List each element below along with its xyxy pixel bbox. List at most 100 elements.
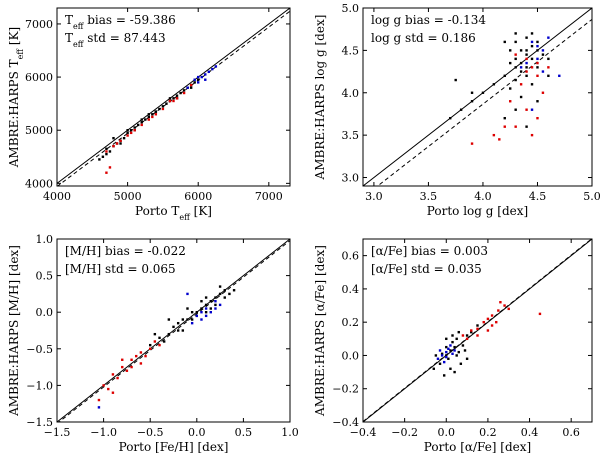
bias-annotation: log g bias = -0.134 <box>371 13 486 27</box>
data-point <box>547 66 550 69</box>
data-point <box>193 81 196 84</box>
data-point <box>503 40 506 44</box>
data-point <box>536 61 539 65</box>
data-point <box>486 329 490 332</box>
y-axis-label: AMBRE:HARPS log g [dex] <box>313 15 327 181</box>
data-point <box>536 66 539 69</box>
data-point <box>541 49 545 52</box>
text-main: AMBRE:HARPS T <box>7 59 21 168</box>
data-point <box>503 116 506 120</box>
data-point <box>158 336 161 340</box>
y-tick-label: −1.5 <box>26 416 53 429</box>
data-point <box>182 89 186 92</box>
panel-logg: 3.0 3.5 4.0 4.5 5.0 3.0 3.5 4.0 4.5 5.0 Porto log … <box>313 2 600 218</box>
data-point <box>455 354 458 357</box>
data-point <box>530 108 534 111</box>
data-point <box>119 139 122 143</box>
data-point <box>197 81 200 84</box>
data-point <box>197 75 200 79</box>
data-point <box>440 352 444 355</box>
data-point <box>151 113 154 116</box>
x-tick-label: 0.6 <box>562 426 580 439</box>
text-main: T <box>65 13 73 27</box>
data-point <box>149 343 152 347</box>
data-point <box>438 362 442 365</box>
text-main: Porto log g [dex] <box>427 204 528 218</box>
data-point <box>536 100 539 103</box>
plot-frame <box>362 7 593 187</box>
data-point <box>558 74 561 78</box>
data-point <box>130 365 133 369</box>
data-point <box>133 129 136 132</box>
data-point <box>525 125 528 128</box>
data-point <box>525 49 528 52</box>
data-point <box>465 334 469 337</box>
data-point <box>228 292 231 296</box>
data-point <box>519 83 523 86</box>
x-tick-label: 0.0 <box>188 426 206 439</box>
data-point <box>218 285 222 288</box>
data-point <box>453 345 456 349</box>
data-point <box>447 357 450 360</box>
x-tick-label: 4.0 <box>474 190 492 203</box>
data-point <box>147 115 150 119</box>
data-point <box>130 358 133 361</box>
data-point <box>459 362 463 365</box>
data-point <box>97 398 101 402</box>
data-point <box>167 332 171 336</box>
data-point <box>135 354 138 358</box>
data-point <box>209 300 212 303</box>
data-point <box>186 86 189 89</box>
data-point <box>536 49 539 52</box>
data-point <box>530 133 534 137</box>
y-tick-label: 5.0 <box>342 2 360 15</box>
data-point <box>165 102 168 105</box>
data-point <box>176 321 180 325</box>
data-point <box>105 147 108 151</box>
data-point <box>525 74 528 78</box>
data-point <box>470 330 473 334</box>
data-point <box>176 329 180 332</box>
data-point <box>101 155 105 158</box>
data-point <box>514 108 517 111</box>
data-point <box>470 142 474 145</box>
data-point <box>465 357 469 360</box>
panel-alpha: −0.4 −0.2 0.0 0.2 0.4 0.6 −0.4 −0.2 0.0 0.2 0.4 0.6… <box>313 238 593 453</box>
data-point <box>514 32 517 35</box>
data-point <box>181 318 185 321</box>
data-point <box>490 324 494 327</box>
data-point <box>119 142 122 145</box>
data-point <box>139 351 143 354</box>
data-point <box>190 311 194 314</box>
x-tick-label: 5.0 <box>583 190 600 203</box>
one-to-one-line <box>363 8 592 186</box>
data-point <box>126 129 129 132</box>
text-tail: bias = -59.386 <box>83 13 175 27</box>
data-point <box>168 97 172 100</box>
data-point <box>519 61 523 65</box>
data-point <box>445 355 448 359</box>
data-point <box>232 289 236 292</box>
bias-offset-line <box>58 240 290 422</box>
y-tick-label: −1.0 <box>26 379 53 392</box>
data-point <box>122 136 126 140</box>
data-point <box>530 32 534 35</box>
y-tick-label: 4.0 <box>342 87 360 100</box>
data-point <box>509 61 512 65</box>
data-point <box>189 86 193 89</box>
data-point <box>214 65 218 68</box>
data-point <box>121 358 124 361</box>
y-tick-label: 7000 <box>25 18 53 31</box>
data-point <box>200 311 203 314</box>
data-point <box>175 97 179 100</box>
series-0 <box>98 78 200 161</box>
data-point <box>108 166 112 169</box>
data-point <box>436 357 440 360</box>
data-point <box>461 344 465 347</box>
data-point <box>457 330 460 334</box>
x-tick-label: 0.4 <box>521 426 539 439</box>
series-2 <box>519 36 561 111</box>
data-point <box>167 318 171 321</box>
data-point <box>121 365 124 369</box>
data-point <box>161 105 165 108</box>
